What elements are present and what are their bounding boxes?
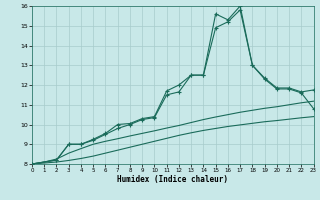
- X-axis label: Humidex (Indice chaleur): Humidex (Indice chaleur): [117, 175, 228, 184]
